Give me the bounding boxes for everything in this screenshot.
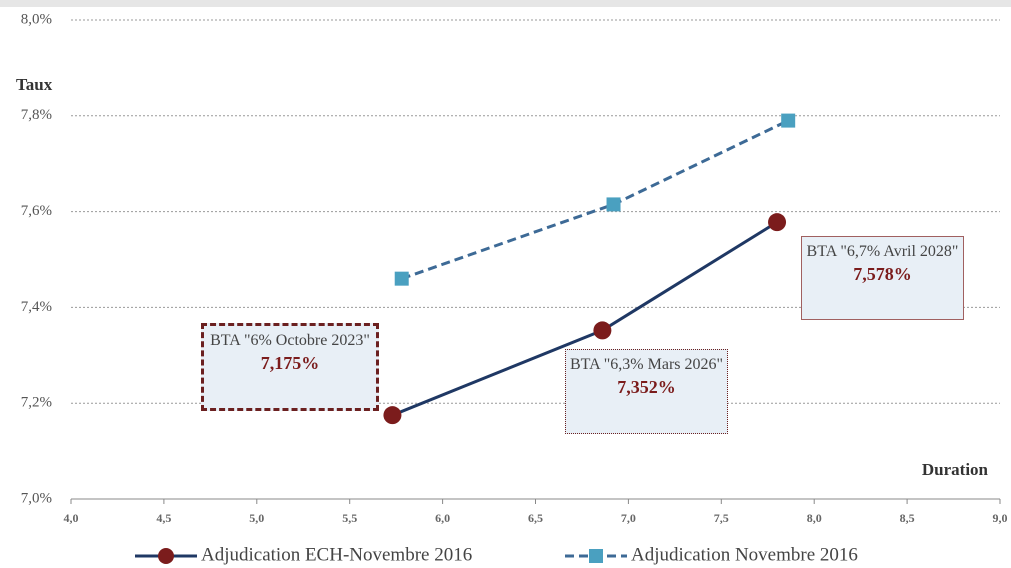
x-tick-label: 4,0: [64, 511, 79, 525]
annotation-text: BTA "6,7% Avril 2028": [806, 243, 959, 260]
x-tick-label: 6,0: [435, 511, 450, 525]
data-label: 7,578%: [853, 264, 912, 284]
annotation: BTA "6,7% Avril 2028" 7,578%: [801, 236, 964, 320]
point: [781, 113, 796, 128]
x-tick-label: 6,5: [528, 511, 543, 525]
x-axis-label: Duration: [922, 460, 989, 479]
x-tick-label: 8,0: [807, 511, 822, 525]
y-tick-label: 8,0%: [21, 11, 52, 27]
data-label: 7,175%: [260, 353, 320, 373]
y-tick-label: 7,0%: [21, 490, 52, 506]
legend-label: Adjudication ECH-Novembre 2016: [201, 544, 472, 565]
legend-marker: [589, 549, 603, 563]
y-tick-label: 7,8%: [21, 107, 52, 123]
y-tick-label: 7,6%: [21, 203, 52, 219]
annotation: BTA "6,3% Mars 2026" 7,352%: [565, 349, 728, 434]
y-tick-label: 7,2%: [21, 395, 52, 411]
x-tick-label: 4,5: [156, 511, 171, 525]
point: [383, 406, 402, 425]
y-axis-label: Taux: [16, 75, 53, 94]
top-band: [0, 0, 1011, 7]
y-tick-label: 7,4%: [21, 299, 52, 315]
annotation-text: BTA "6% Octobre 2023": [210, 332, 370, 349]
x-tick-label: 7,5: [714, 511, 729, 525]
legend-label: Adjudication Novembre 2016: [631, 544, 858, 565]
x-tick-label: 9,0: [993, 511, 1008, 525]
x-tick-label: 5,5: [342, 511, 357, 525]
data-label: 7,352%: [617, 377, 676, 397]
legend-marker: [158, 548, 174, 564]
annotation-text: BTA "6,3% Mars 2026": [569, 356, 724, 373]
series-line: [401, 119, 789, 281]
point: [394, 271, 409, 286]
point: [768, 213, 787, 232]
x-tick-label: 8,5: [900, 511, 915, 525]
annotation: BTA "6% Octobre 2023" 7,175%: [201, 323, 379, 411]
x-tick-label: 7,0: [621, 511, 636, 525]
x-tick-label: 5,0: [249, 511, 264, 525]
point: [606, 197, 621, 212]
point: [593, 321, 612, 340]
